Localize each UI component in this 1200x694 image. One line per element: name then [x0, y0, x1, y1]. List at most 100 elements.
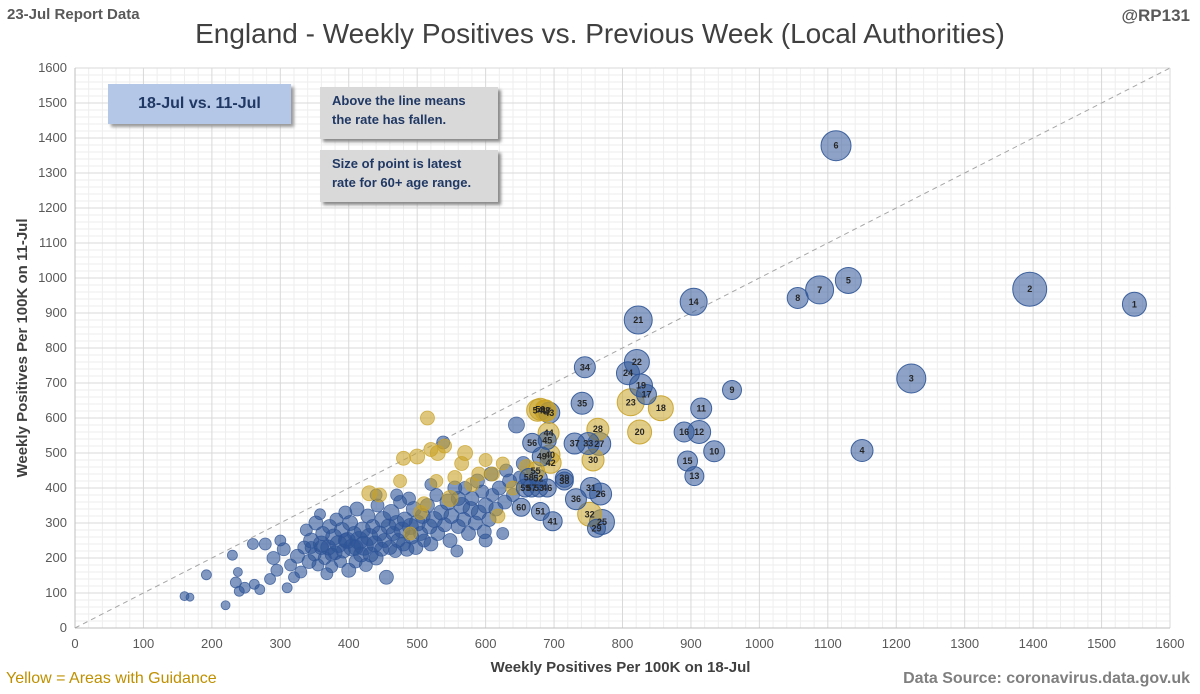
legend-note: Yellow = Areas with Guidance: [6, 670, 217, 687]
x-tick-label: 300: [269, 636, 291, 651]
point-label-13: 13: [689, 471, 699, 481]
data-point: [496, 527, 510, 540]
point-label-41: 41: [548, 516, 558, 526]
x-tick-label: 0: [71, 636, 78, 651]
point-label-59: 59: [520, 483, 530, 493]
data-point-11: [690, 397, 713, 420]
point-label-38: 38: [559, 476, 569, 486]
x-tick-label: 700: [543, 636, 565, 651]
y-tick-label: 1500: [38, 95, 67, 110]
data-point-24: [615, 361, 640, 386]
data-point-5: [834, 266, 862, 294]
data-point: [490, 508, 506, 524]
point-label-1: 1: [1132, 299, 1137, 309]
point-label-22: 22: [632, 357, 642, 367]
point-label-27: 27: [594, 439, 604, 449]
data-point: [247, 538, 259, 550]
data-point-31: [580, 477, 603, 499]
data-point-13: [684, 466, 705, 487]
data-point-8: [786, 286, 809, 309]
data-point-6: [820, 130, 852, 162]
data-point: [294, 565, 308, 579]
x-tick-label: 900: [680, 636, 702, 651]
point-label-48: 48: [540, 405, 550, 415]
point-label-40: 40: [545, 450, 555, 460]
data-point: [393, 474, 407, 488]
data-point: [266, 551, 281, 565]
x-tick-label: 800: [612, 636, 634, 651]
data-point: [200, 569, 212, 581]
data-point-1: [1121, 291, 1147, 317]
data-point: [416, 496, 432, 512]
point-label-45: 45: [542, 435, 552, 445]
data-point-14: [679, 287, 708, 316]
point-label-44: 44: [544, 428, 554, 438]
week-comparison-label: 18-Jul vs. 11-Jul: [108, 84, 291, 124]
point-label-10: 10: [709, 446, 719, 456]
data-point: [238, 581, 251, 594]
data-point-29: [586, 518, 606, 538]
point-label-23: 23: [626, 397, 636, 407]
data-point-4: [850, 439, 874, 463]
point-label-18: 18: [656, 403, 666, 413]
data-point-3: [896, 363, 927, 394]
data-point-45: [537, 430, 557, 450]
data-point: [450, 544, 464, 558]
point-label-39: 39: [559, 473, 569, 483]
data-point: [232, 567, 243, 577]
note-point-size: Size of point is latest rate for 60+ age…: [320, 150, 498, 202]
data-point: [337, 533, 353, 548]
data-point: [254, 584, 266, 595]
y-tick-label: 1400: [38, 130, 67, 145]
y-tick-label: 1000: [38, 270, 67, 285]
point-label-14: 14: [689, 297, 699, 307]
point-label-4: 4: [860, 446, 865, 456]
point-label-32: 32: [585, 509, 595, 519]
point-label-42: 42: [546, 458, 556, 468]
x-tick-label: 500: [406, 636, 428, 651]
point-label-36: 36: [571, 494, 581, 504]
data-point-51: [530, 501, 550, 521]
point-label-28: 28: [593, 424, 603, 434]
point-label-25: 25: [597, 517, 607, 527]
point-label-52: 52: [533, 474, 543, 484]
point-label-49: 49: [537, 452, 547, 462]
data-point: [495, 456, 510, 471]
point-label-3: 3: [909, 373, 914, 383]
data-point-59: [515, 478, 535, 498]
data-point: [457, 445, 473, 461]
data-source-note: Data Source: coronavirus.data.gov.uk: [903, 670, 1190, 687]
point-label-5: 5: [846, 275, 851, 285]
point-label-12: 12: [694, 427, 704, 437]
x-tick-label: 600: [475, 636, 497, 651]
data-point: [420, 410, 435, 426]
point-label-8: 8: [795, 293, 800, 303]
point-label-50: 50: [535, 404, 545, 414]
x-tick-label: 1300: [950, 636, 979, 651]
data-point-36: [564, 488, 587, 511]
x-axis-title: Weekly Positives Per 100K on 18-Jul: [491, 659, 751, 676]
point-label-53: 53: [534, 483, 544, 493]
x-tick-label: 200: [201, 636, 223, 651]
data-point: [378, 569, 394, 585]
point-label-6: 6: [834, 141, 839, 151]
data-point-60: [511, 497, 531, 517]
point-label-57: 57: [526, 483, 536, 493]
data-point: [409, 448, 426, 465]
point-label-7: 7: [817, 285, 822, 295]
note-above-line: Above the line means the rate has fallen…: [320, 87, 498, 139]
data-point: [478, 453, 493, 467]
data-point: [264, 573, 276, 585]
point-label-60: 60: [516, 502, 526, 512]
author-handle: @RP131: [1121, 6, 1190, 25]
point-label-46: 46: [542, 483, 552, 493]
data-point-18: [647, 395, 674, 422]
y-tick-label: 1200: [38, 200, 67, 215]
point-label-55: 55: [531, 466, 541, 476]
data-point-7: [805, 275, 835, 305]
y-tick-label: 900: [45, 305, 67, 320]
data-point-2: [1012, 271, 1048, 307]
data-point: [314, 508, 326, 521]
data-point: [396, 450, 411, 466]
